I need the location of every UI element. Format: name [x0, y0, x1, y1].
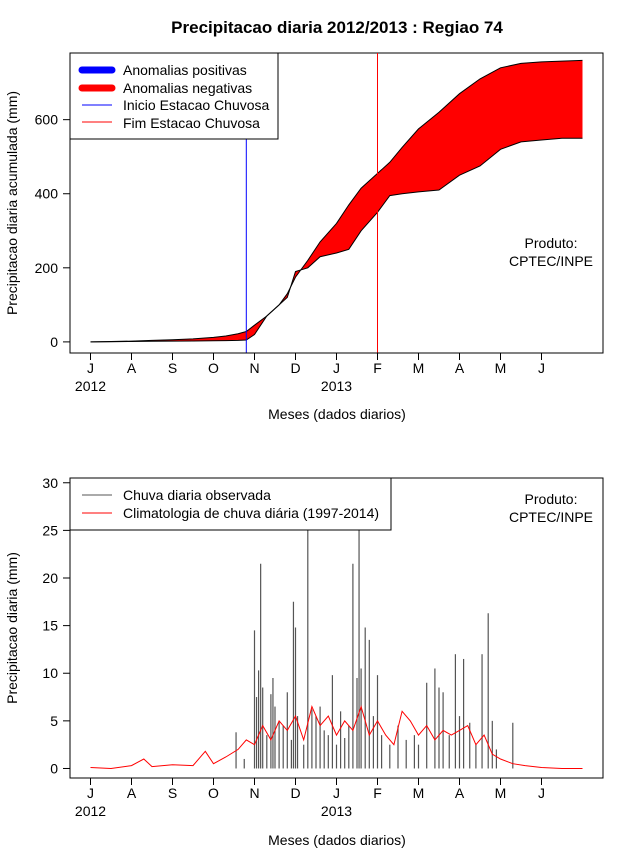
daily-precipitation-panel: J A S O N D J F M A M J 2012 2013 0 5 10 15 20 25 30 Meses … [4, 475, 604, 848]
p2-x-tick-label: F [373, 785, 382, 801]
p1-y-tick-label: 600 [35, 112, 59, 128]
p2-x-axis-label: Meses (dados diarios) [268, 832, 406, 848]
p2-x-axis: J A S O N D J F M A M J 2012 2013 [75, 777, 545, 819]
p2-credit-line1: Produto: [525, 491, 578, 507]
p1-x-axis-label: Meses (dados diarios) [268, 406, 406, 422]
p2-y-tick-label: 5 [50, 713, 58, 729]
p1-year-label: 2012 [75, 378, 106, 394]
p2-x-tick-label: J [538, 785, 545, 801]
p1-y-tick-label: 400 [35, 186, 59, 202]
p2-y-tick-label: 20 [42, 570, 58, 586]
p2-x-tick-label: M [495, 785, 507, 801]
p2-y-tick-label: 25 [42, 522, 58, 538]
p1-credit-line1: Produto: [525, 235, 578, 251]
legend-label-observed: Chuva diaria observada [123, 487, 271, 503]
p1-y-axis: 0 200 400 600 [35, 112, 71, 350]
p2-y-tick-label: 0 [50, 760, 58, 776]
p1-x-tick-label: D [290, 360, 300, 376]
p2-x-tick-label: A [127, 785, 137, 801]
p1-x-tick-label: N [249, 360, 259, 376]
p1-y-tick-label: 0 [50, 334, 58, 350]
p1-lines-group [90, 53, 583, 353]
p2-legend-box [69, 477, 392, 531]
climatology-line-group [90, 704, 583, 770]
p2-y-axis-label: Precipitacao diaria (mm) [4, 552, 20, 704]
p2-y-tick-label: 30 [42, 475, 58, 491]
negative-anomaly-area [90, 60, 583, 342]
climatology-daily-line [90, 704, 583, 770]
p2-x-tick-label: J [333, 785, 340, 801]
p1-year-label: 2013 [321, 378, 352, 394]
p2-x-tick-label: N [249, 785, 259, 801]
p1-x-tick-label: O [208, 360, 219, 376]
p2-x-tick-label: M [413, 785, 425, 801]
p2-x-tick-label: S [168, 785, 177, 801]
anomaly-fill-group [90, 60, 583, 342]
observed-cumulative-line [90, 137, 583, 343]
p2-legend: Chuva diaria observada Climatologia de c… [69, 477, 392, 531]
p2-year-label: 2013 [321, 803, 352, 819]
p1-y-axis-label: Precipitacao diaria acumulada (mm) [4, 91, 20, 315]
chart-title: Precipitacao diaria 2012/2013 : Regiao 7… [171, 18, 503, 37]
p2-credit-line2: CPTEC/INPE [509, 509, 593, 525]
p1-x-tick-label: M [495, 360, 507, 376]
p1-x-tick-label: A [455, 360, 465, 376]
legend-label-climatology: Climatologia de chuva diária (1997-2014) [123, 505, 379, 521]
p1-x-tick-label: A [127, 360, 137, 376]
legend-label-season-start: Inicio Estacao Chuvosa [123, 97, 270, 113]
p1-x-tick-label: J [87, 360, 94, 376]
p1-x-tick-label: J [538, 360, 545, 376]
p1-y-tick-label: 200 [35, 260, 59, 276]
p2-y-tick-label: 15 [42, 618, 58, 634]
climatology-cumulative-line [90, 59, 583, 343]
p1-x-axis: J A S O N D J F M A M J 2012 2013 [75, 352, 545, 394]
p2-y-axis: 0 5 10 15 20 25 30 [42, 475, 71, 776]
p1-legend: Anomalias positivas Anomalias negativas … [69, 52, 279, 140]
p1-x-tick-label: S [168, 360, 177, 376]
observed-bars-group [235, 525, 514, 769]
p1-credit-line2: CPTEC/INPE [509, 253, 593, 269]
p2-y-tick-label: 10 [42, 665, 58, 681]
legend-label-season-end: Fim Estacao Chuvosa [123, 115, 260, 131]
p2-x-tick-label: O [208, 785, 219, 801]
legend-label-negative: Anomalias negativas [123, 80, 252, 96]
p1-x-tick-label: J [333, 360, 340, 376]
legend-label-positive: Anomalias positivas [123, 62, 247, 78]
p2-x-tick-label: J [87, 785, 94, 801]
p2-x-tick-label: A [455, 785, 465, 801]
accumulated-precipitation-panel: J A S O N D J F M A M J 2012 2013 0 200 400 600 Meses (d… [4, 52, 604, 422]
p1-x-tick-label: F [373, 360, 382, 376]
p2-x-tick-label: D [290, 785, 300, 801]
p1-x-tick-label: M [413, 360, 425, 376]
p2-year-label: 2012 [75, 803, 106, 819]
